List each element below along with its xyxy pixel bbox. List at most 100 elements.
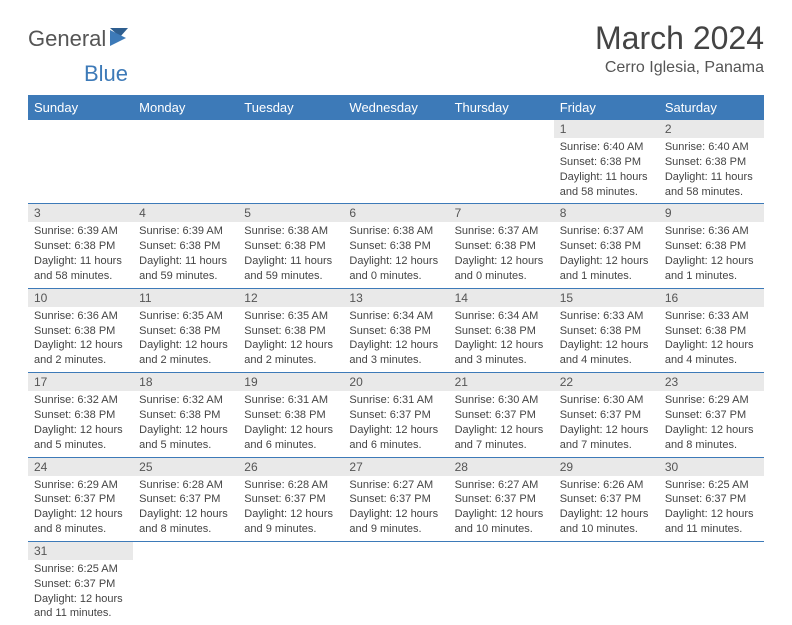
day-number: 26 (238, 458, 343, 476)
day-number: 20 (343, 373, 448, 391)
day-number: 3 (28, 204, 133, 222)
day-details: Sunrise: 6:31 AMSunset: 6:37 PMDaylight:… (343, 391, 448, 456)
day-details: Sunrise: 6:29 AMSunset: 6:37 PMDaylight:… (28, 476, 133, 541)
day-details: Sunrise: 6:38 AMSunset: 6:38 PMDaylight:… (238, 222, 343, 287)
weekday-header: Sunday (28, 95, 133, 120)
day-details: Sunrise: 6:26 AMSunset: 6:37 PMDaylight:… (554, 476, 659, 541)
calendar-cell: 22Sunrise: 6:30 AMSunset: 6:37 PMDayligh… (554, 373, 659, 457)
day-details: Sunrise: 6:40 AMSunset: 6:38 PMDaylight:… (659, 138, 764, 203)
calendar-cell: 25Sunrise: 6:28 AMSunset: 6:37 PMDayligh… (133, 457, 238, 541)
calendar-cell (554, 541, 659, 625)
calendar-cell: 19Sunrise: 6:31 AMSunset: 6:38 PMDayligh… (238, 373, 343, 457)
calendar-cell (238, 541, 343, 625)
calendar-cell: 24Sunrise: 6:29 AMSunset: 6:37 PMDayligh… (28, 457, 133, 541)
day-number: 13 (343, 289, 448, 307)
calendar-cell: 30Sunrise: 6:25 AMSunset: 6:37 PMDayligh… (659, 457, 764, 541)
day-details: Sunrise: 6:33 AMSunset: 6:38 PMDaylight:… (554, 307, 659, 372)
calendar-body: 1Sunrise: 6:40 AMSunset: 6:38 PMDaylight… (28, 120, 764, 625)
calendar-cell: 2Sunrise: 6:40 AMSunset: 6:38 PMDaylight… (659, 120, 764, 204)
calendar-cell: 28Sunrise: 6:27 AMSunset: 6:37 PMDayligh… (449, 457, 554, 541)
calendar-cell: 27Sunrise: 6:27 AMSunset: 6:37 PMDayligh… (343, 457, 448, 541)
day-details: Sunrise: 6:40 AMSunset: 6:38 PMDaylight:… (554, 138, 659, 203)
day-details: Sunrise: 6:36 AMSunset: 6:38 PMDaylight:… (28, 307, 133, 372)
day-number: 22 (554, 373, 659, 391)
calendar-cell: 5Sunrise: 6:38 AMSunset: 6:38 PMDaylight… (238, 204, 343, 288)
day-details: Sunrise: 6:32 AMSunset: 6:38 PMDaylight:… (133, 391, 238, 456)
calendar-cell: 3Sunrise: 6:39 AMSunset: 6:38 PMDaylight… (28, 204, 133, 288)
day-details: Sunrise: 6:27 AMSunset: 6:37 PMDaylight:… (449, 476, 554, 541)
calendar-cell: 20Sunrise: 6:31 AMSunset: 6:37 PMDayligh… (343, 373, 448, 457)
day-details: Sunrise: 6:38 AMSunset: 6:38 PMDaylight:… (343, 222, 448, 287)
calendar-cell: 29Sunrise: 6:26 AMSunset: 6:37 PMDayligh… (554, 457, 659, 541)
day-number: 10 (28, 289, 133, 307)
calendar-cell: 15Sunrise: 6:33 AMSunset: 6:38 PMDayligh… (554, 288, 659, 372)
calendar-cell: 16Sunrise: 6:33 AMSunset: 6:38 PMDayligh… (659, 288, 764, 372)
weekday-header: Tuesday (238, 95, 343, 120)
day-number: 1 (554, 120, 659, 138)
day-details: Sunrise: 6:27 AMSunset: 6:37 PMDaylight:… (343, 476, 448, 541)
calendar-cell: 1Sunrise: 6:40 AMSunset: 6:38 PMDaylight… (554, 120, 659, 204)
calendar-cell: 9Sunrise: 6:36 AMSunset: 6:38 PMDaylight… (659, 204, 764, 288)
weekday-header: Thursday (449, 95, 554, 120)
calendar-cell: 23Sunrise: 6:29 AMSunset: 6:37 PMDayligh… (659, 373, 764, 457)
day-details: Sunrise: 6:34 AMSunset: 6:38 PMDaylight:… (343, 307, 448, 372)
day-details: Sunrise: 6:28 AMSunset: 6:37 PMDaylight:… (238, 476, 343, 541)
day-number: 27 (343, 458, 448, 476)
day-details: Sunrise: 6:35 AMSunset: 6:38 PMDaylight:… (238, 307, 343, 372)
calendar-cell: 31Sunrise: 6:25 AMSunset: 6:37 PMDayligh… (28, 541, 133, 625)
day-number: 9 (659, 204, 764, 222)
calendar-cell: 10Sunrise: 6:36 AMSunset: 6:38 PMDayligh… (28, 288, 133, 372)
day-number: 24 (28, 458, 133, 476)
day-number: 29 (554, 458, 659, 476)
day-details: Sunrise: 6:34 AMSunset: 6:38 PMDaylight:… (449, 307, 554, 372)
day-details: Sunrise: 6:25 AMSunset: 6:37 PMDaylight:… (659, 476, 764, 541)
day-number: 6 (343, 204, 448, 222)
day-details: Sunrise: 6:25 AMSunset: 6:37 PMDaylight:… (28, 560, 133, 625)
calendar-cell (449, 120, 554, 204)
day-details: Sunrise: 6:30 AMSunset: 6:37 PMDaylight:… (449, 391, 554, 456)
calendar-cell: 7Sunrise: 6:37 AMSunset: 6:38 PMDaylight… (449, 204, 554, 288)
calendar-cell (238, 120, 343, 204)
day-number: 7 (449, 204, 554, 222)
day-number: 30 (659, 458, 764, 476)
calendar-cell: 8Sunrise: 6:37 AMSunset: 6:38 PMDaylight… (554, 204, 659, 288)
logo: General (28, 26, 136, 52)
day-details: Sunrise: 6:36 AMSunset: 6:38 PMDaylight:… (659, 222, 764, 287)
day-number: 28 (449, 458, 554, 476)
calendar-cell (449, 541, 554, 625)
day-number: 18 (133, 373, 238, 391)
calendar-cell: 17Sunrise: 6:32 AMSunset: 6:38 PMDayligh… (28, 373, 133, 457)
day-details: Sunrise: 6:39 AMSunset: 6:38 PMDaylight:… (133, 222, 238, 287)
day-number: 21 (449, 373, 554, 391)
calendar-cell: 26Sunrise: 6:28 AMSunset: 6:37 PMDayligh… (238, 457, 343, 541)
day-details: Sunrise: 6:33 AMSunset: 6:38 PMDaylight:… (659, 307, 764, 372)
day-details: Sunrise: 6:30 AMSunset: 6:37 PMDaylight:… (554, 391, 659, 456)
day-number: 4 (133, 204, 238, 222)
day-number: 11 (133, 289, 238, 307)
day-details: Sunrise: 6:32 AMSunset: 6:38 PMDaylight:… (28, 391, 133, 456)
day-number: 23 (659, 373, 764, 391)
day-number: 17 (28, 373, 133, 391)
calendar-cell: 6Sunrise: 6:38 AMSunset: 6:38 PMDaylight… (343, 204, 448, 288)
day-number: 14 (449, 289, 554, 307)
calendar-cell (659, 541, 764, 625)
calendar-cell: 12Sunrise: 6:35 AMSunset: 6:38 PMDayligh… (238, 288, 343, 372)
weekday-header: Monday (133, 95, 238, 120)
day-details: Sunrise: 6:37 AMSunset: 6:38 PMDaylight:… (449, 222, 554, 287)
calendar-cell (343, 541, 448, 625)
calendar-cell (343, 120, 448, 204)
day-details: Sunrise: 6:39 AMSunset: 6:38 PMDaylight:… (28, 222, 133, 287)
logo-flag-icon (110, 26, 136, 52)
day-details: Sunrise: 6:28 AMSunset: 6:37 PMDaylight:… (133, 476, 238, 541)
calendar-cell: 4Sunrise: 6:39 AMSunset: 6:38 PMDaylight… (133, 204, 238, 288)
day-number: 8 (554, 204, 659, 222)
day-details: Sunrise: 6:29 AMSunset: 6:37 PMDaylight:… (659, 391, 764, 456)
day-number: 5 (238, 204, 343, 222)
day-number: 15 (554, 289, 659, 307)
calendar-cell: 11Sunrise: 6:35 AMSunset: 6:38 PMDayligh… (133, 288, 238, 372)
day-number: 19 (238, 373, 343, 391)
calendar-cell (133, 120, 238, 204)
calendar-cell (133, 541, 238, 625)
weekday-header: Friday (554, 95, 659, 120)
day-number: 2 (659, 120, 764, 138)
